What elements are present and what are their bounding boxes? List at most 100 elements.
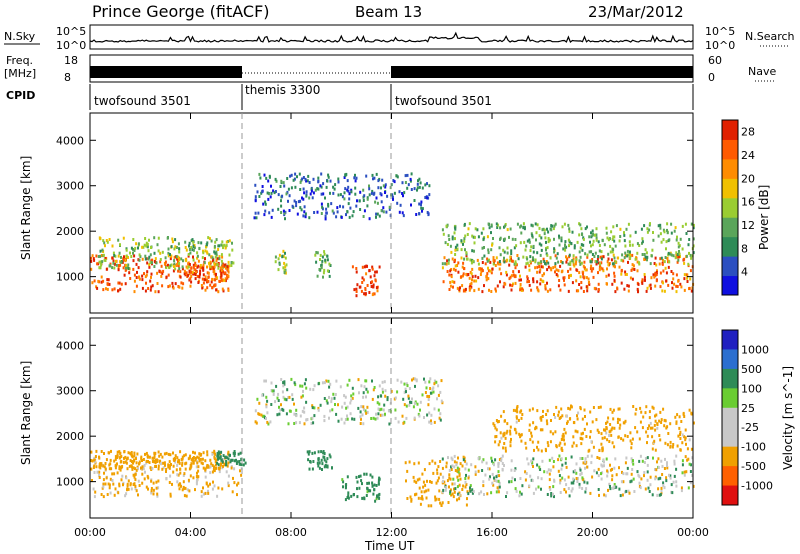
power-cell [677, 258, 680, 262]
power-cell [395, 174, 398, 178]
velocity-cell [217, 453, 220, 457]
velocity-cell [371, 475, 374, 479]
power-cell [96, 286, 99, 290]
velocity-cell [258, 401, 261, 405]
power-cell [449, 269, 452, 273]
velocity-cell [421, 495, 424, 499]
power-cell [255, 216, 258, 220]
power-cell [627, 222, 630, 226]
power-cell [159, 251, 162, 255]
power-cell [609, 250, 612, 254]
velocity-cell [560, 447, 563, 451]
velocity-cell [456, 466, 459, 470]
power-cell [519, 288, 522, 292]
velocity-cell [323, 381, 326, 385]
velocity-cell [161, 467, 164, 471]
power-cell [666, 222, 669, 226]
velocity-cell [95, 449, 98, 453]
velocity-cell [108, 451, 111, 455]
power-cell [254, 199, 257, 203]
velocity-cell [458, 493, 461, 497]
power-cell [287, 199, 289, 203]
velocity-cell [105, 476, 108, 480]
power-cell [547, 265, 550, 269]
velocity-cell [357, 406, 360, 410]
power-cell [133, 290, 136, 294]
power-cell [103, 241, 106, 245]
power-cell [670, 253, 673, 257]
power-cell [505, 270, 508, 274]
power-cell [487, 266, 489, 270]
power-cell [213, 265, 216, 269]
power-cell [655, 271, 658, 274]
power-cell [558, 243, 561, 247]
velocity-cell [337, 419, 340, 423]
power-cell [295, 201, 298, 204]
power-cell [443, 256, 446, 260]
velocity-colorbar-tick: -500 [741, 460, 766, 473]
velocity-cell [211, 487, 214, 491]
velocity-cell [226, 456, 229, 460]
velocity-cell [272, 392, 275, 396]
power-cell [526, 275, 529, 279]
power-cell [159, 258, 162, 261]
power-cell [535, 231, 538, 235]
power-cell [530, 245, 533, 249]
power-cell [470, 261, 473, 265]
power-cell [623, 239, 626, 243]
velocity-cell [528, 484, 531, 488]
power-cell [216, 276, 219, 280]
power-cell [317, 176, 320, 180]
power-cell [528, 268, 531, 272]
velocity-cell [209, 465, 212, 469]
velocity-cell [541, 459, 544, 463]
velocity-cell [191, 457, 194, 460]
velocity-colorbar-swatch [722, 330, 738, 350]
velocity-cell [514, 428, 517, 432]
velocity-cell [225, 470, 228, 474]
velocity-cell [360, 384, 363, 388]
velocity-cell [469, 486, 471, 490]
power-cell [631, 263, 634, 267]
velocity-cell [365, 494, 368, 497]
velocity-cell [388, 422, 391, 426]
power-cell [371, 189, 374, 193]
velocity-cell [560, 438, 563, 441]
velocity-cell [574, 469, 577, 473]
velocity-cell [495, 479, 498, 483]
power-cell [167, 263, 169, 267]
velocity-cell [202, 492, 205, 496]
power-cell [149, 288, 152, 292]
velocity-cell [575, 462, 578, 466]
velocity-cell [198, 452, 201, 456]
velocity-cell [279, 408, 282, 412]
power-cell [167, 273, 170, 277]
power-cell [132, 267, 135, 271]
velocity-cell [536, 409, 539, 413]
power-cell [534, 260, 537, 264]
power-cell [170, 254, 173, 258]
velocity-cell [582, 461, 585, 465]
velocity-cell [353, 417, 356, 421]
velocity-cell [202, 451, 205, 455]
velocity-cell [119, 468, 122, 472]
power-cell [572, 254, 575, 258]
power-cell [688, 251, 690, 255]
power-cell [368, 291, 371, 294]
power-cell [690, 289, 693, 293]
velocity-cell [618, 407, 621, 411]
velocity-cell [406, 384, 409, 388]
power-cell [302, 176, 305, 179]
velocity-cell [278, 405, 280, 409]
velocity-cell [406, 469, 409, 473]
velocity-cell [306, 418, 309, 421]
velocity-cell [464, 459, 467, 463]
velocity-colorbar-tick: -1000 [741, 480, 773, 493]
velocity-cell [215, 466, 217, 470]
power-cell [134, 246, 137, 250]
power-cell [176, 257, 179, 261]
power-cell [284, 251, 286, 255]
velocity-cell [665, 426, 668, 430]
power-cell [201, 256, 204, 260]
velocity-cell [647, 486, 650, 490]
